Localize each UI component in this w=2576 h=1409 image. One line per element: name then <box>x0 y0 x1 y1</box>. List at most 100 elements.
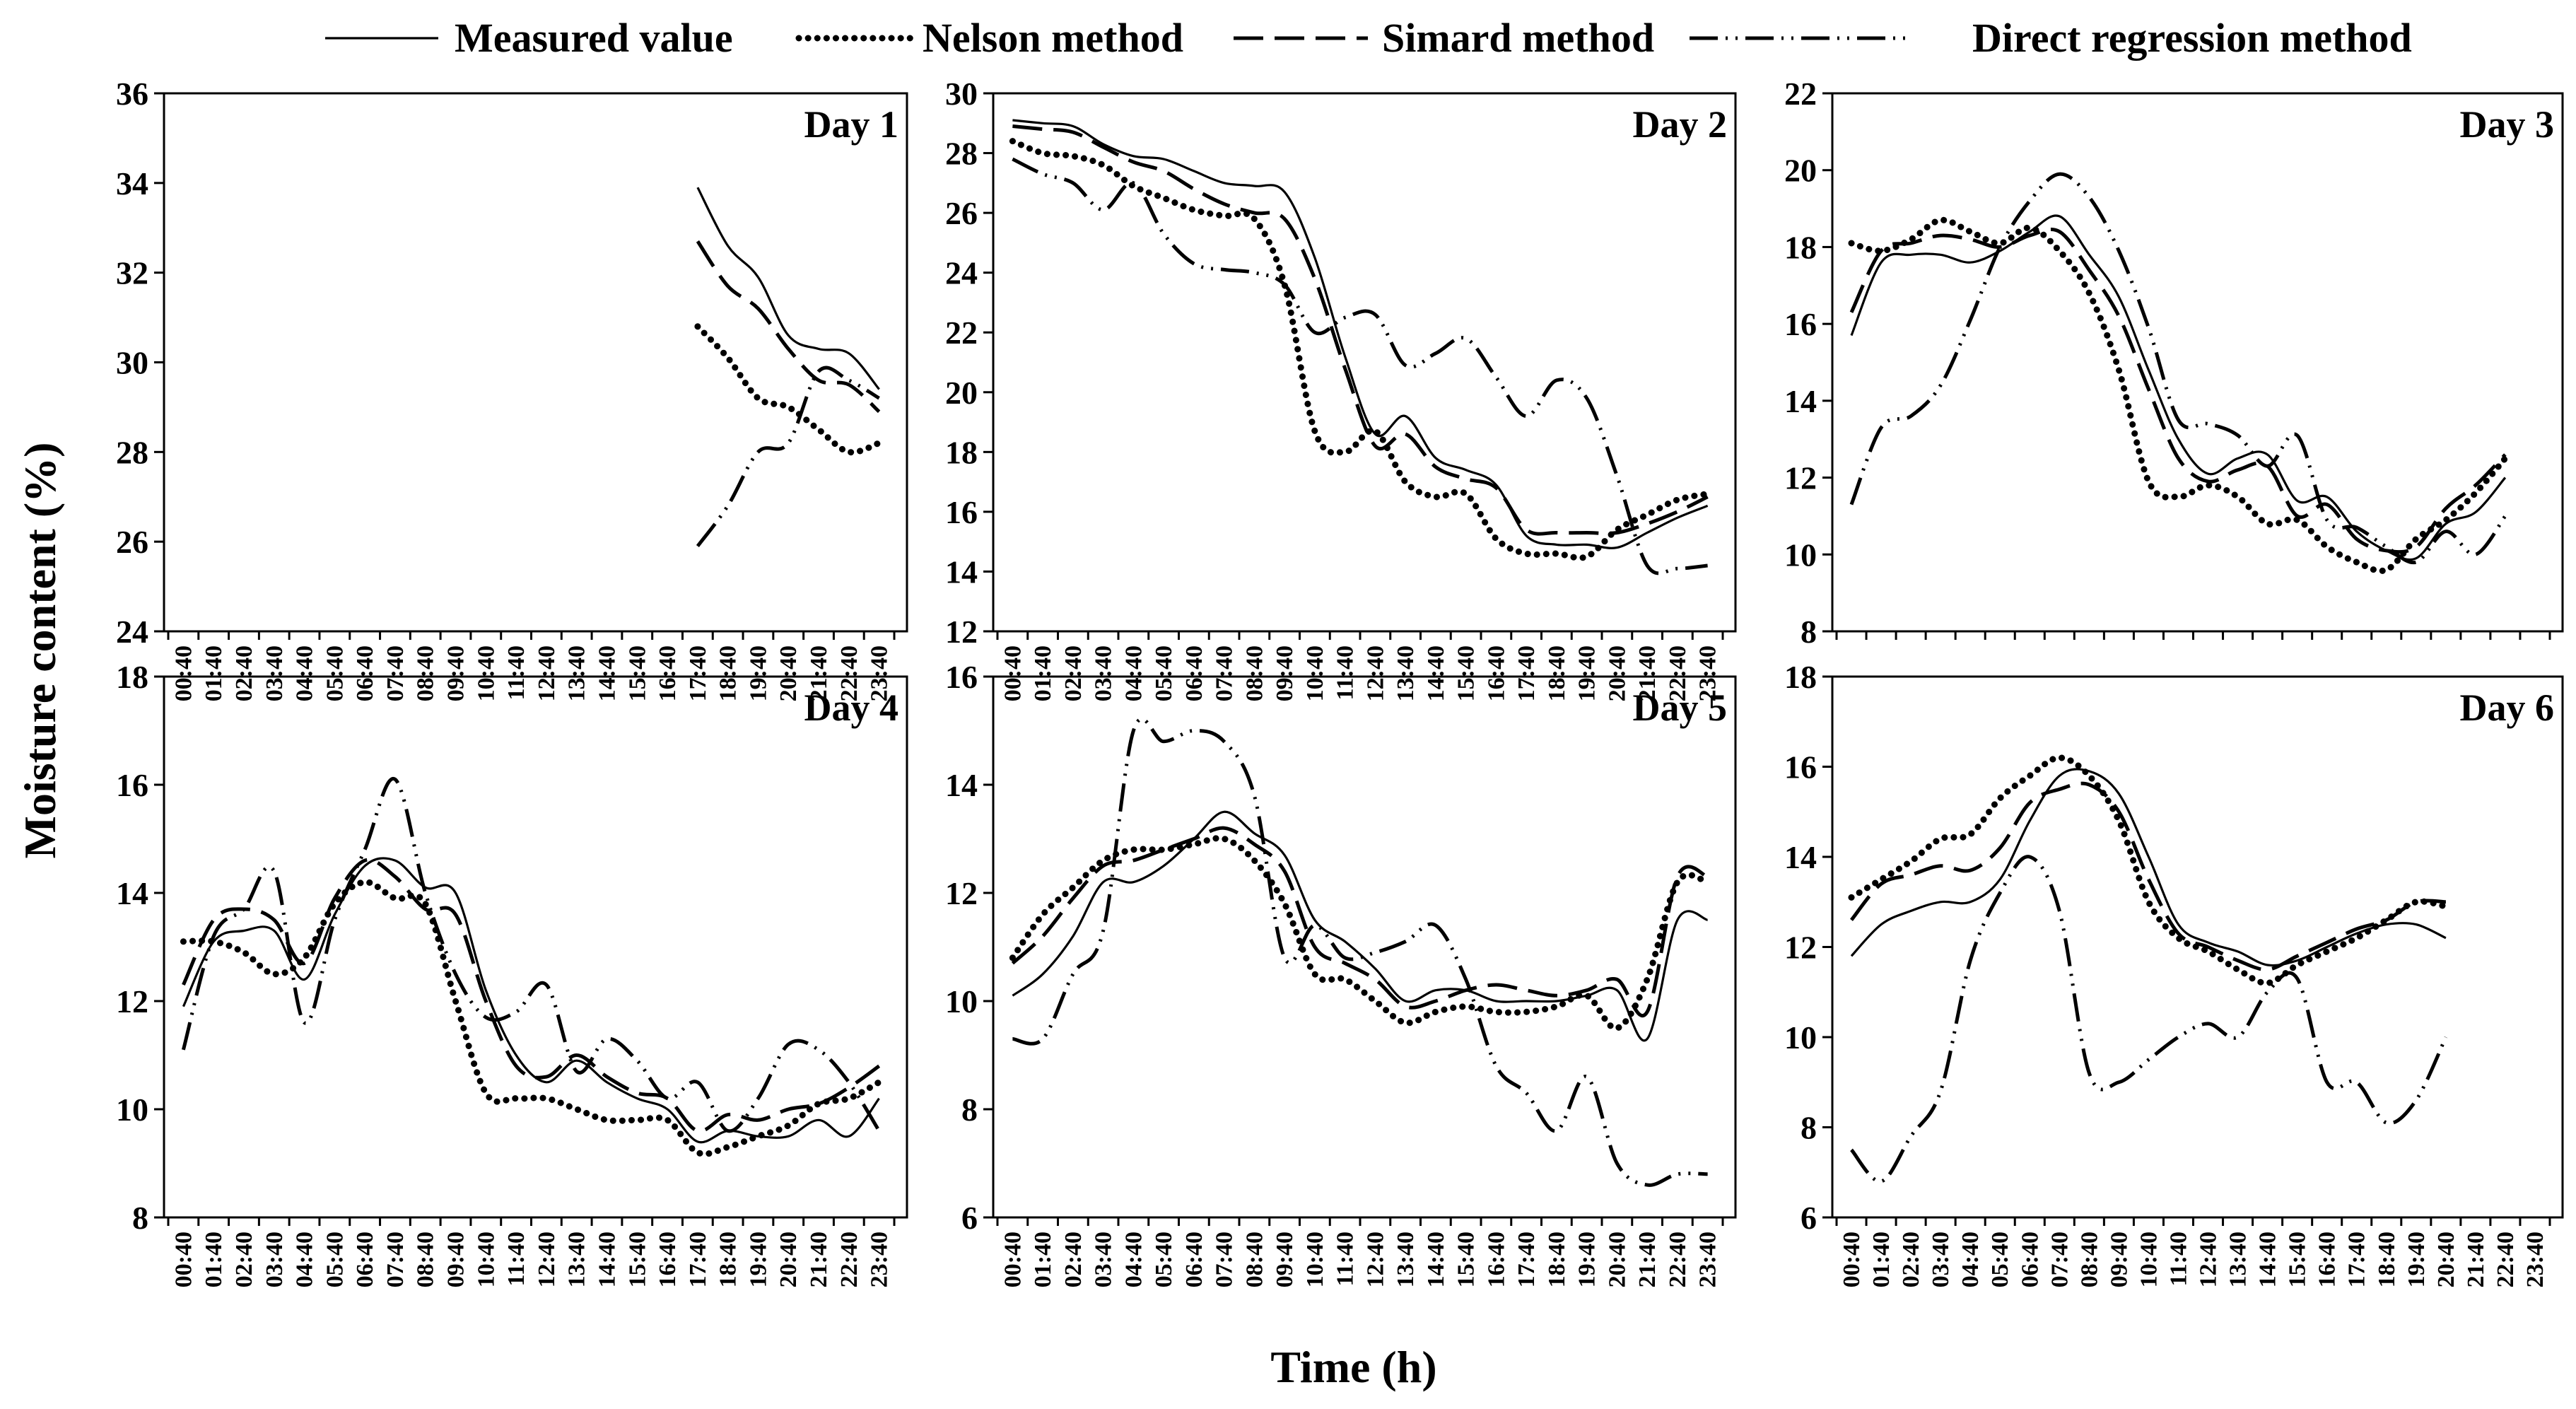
x-tick-label: 15:40 <box>624 1232 650 1287</box>
y-tick-label: 20 <box>945 375 978 411</box>
x-tick-label: 18:40 <box>1544 1232 1570 1287</box>
y-tick-label: 16 <box>116 767 148 803</box>
y-tick-label: 16 <box>1784 749 1817 785</box>
panel-day-6: 6 8 10 12 14 16 18 00:40 01:40 02:40 03:40 04:40 05:… <box>1784 659 2564 1287</box>
x-tick-label: 18:40 <box>715 1232 742 1287</box>
x-tick-label: 19:40 <box>1574 1232 1600 1287</box>
x-tick-label: 01:40 <box>1030 1232 1056 1287</box>
y-tick-label: 26 <box>116 524 148 560</box>
series-line-simard <box>1011 826 1709 1018</box>
series-line-nelson <box>180 879 883 1157</box>
x-tick-label: 20:40 <box>1604 1232 1630 1287</box>
y-tick-label: 10 <box>1784 1019 1817 1056</box>
series-line-measured <box>1850 768 2447 967</box>
x-tick-label: 01:40 <box>1030 645 1056 701</box>
x-tick-label: 01:40 <box>201 645 227 701</box>
y-tick-label: 8 <box>961 1092 978 1128</box>
x-tick-label: 22:40 <box>2493 1232 2519 1287</box>
x-tick-label: 17:40 <box>1514 645 1540 701</box>
x-tick-label: 08:40 <box>413 1232 439 1287</box>
series-line-nelson <box>1848 216 2509 574</box>
x-tick-label: 04:40 <box>292 1232 318 1287</box>
y-axis-label: Moisture content (%) <box>15 443 65 859</box>
x-tick-label: 00:40 <box>1839 1232 1865 1287</box>
legend-label: Measured value <box>455 15 733 61</box>
y-tick-label: 32 <box>116 255 148 291</box>
x-tick-label: 21:40 <box>806 645 832 701</box>
x-tick-label: 22:40 <box>1665 645 1691 701</box>
y-tick-label: 14 <box>116 875 148 911</box>
x-tick-label: 03:40 <box>262 645 288 701</box>
x-tick-label: 11:40 <box>1333 645 1359 700</box>
y-tick-label: 24 <box>945 255 978 291</box>
x-tick-label: 12:40 <box>534 1232 560 1287</box>
x-tick-label: 00:40 <box>1000 1232 1026 1287</box>
series-line-simard <box>696 240 881 414</box>
x-tick-label: 12:40 <box>534 645 560 701</box>
y-tick-label: 8 <box>132 1200 148 1236</box>
x-tick-label: 00:40 <box>1000 645 1026 701</box>
y-tick-label: 6 <box>1801 1200 1817 1236</box>
x-tick-label: 23:40 <box>867 645 893 701</box>
y-tick-label: 22 <box>1784 76 1817 112</box>
y-tick-label: 36 <box>116 76 148 112</box>
x-tick-label: 22:40 <box>836 645 862 701</box>
x-tick-label: 06:40 <box>1181 1232 1207 1287</box>
plot-frame <box>163 675 908 1219</box>
y-tick-label: 18 <box>1784 659 1817 695</box>
x-tick-label: 04:40 <box>1957 1232 1984 1287</box>
panel-day-2: 12 14 16 18 20 22 24 26 28 30 00:40 01:40 02:40 03:40… <box>945 76 1737 701</box>
x-tick-label: 19:40 <box>745 1232 771 1287</box>
series-line-direct <box>181 776 881 1133</box>
x-tick-label: 08:40 <box>1241 645 1267 701</box>
x-tick-label: 04:40 <box>292 645 318 701</box>
y-tick-label: 24 <box>116 614 148 650</box>
x-tick-label: 23:40 <box>1695 1232 1721 1287</box>
x-tick-label: 10:40 <box>473 1232 499 1287</box>
series-line-measured <box>1850 214 2507 561</box>
x-tick-label: 20:40 <box>1604 645 1630 701</box>
x-tick-label: 09:40 <box>2106 1232 2132 1287</box>
x-tick-label: 20:40 <box>775 1232 802 1287</box>
x-tick-label: 13:40 <box>1393 1232 1419 1287</box>
x-tick-label: 02:40 <box>231 645 257 701</box>
x-tick-label: 06:40 <box>2017 1232 2043 1287</box>
x-tick-label: 14:40 <box>595 1232 621 1287</box>
x-tick-label: 23:40 <box>867 1232 893 1287</box>
x-tick-label: 11:40 <box>503 645 529 700</box>
x-tick-label: 12:40 <box>1362 645 1388 701</box>
x-tick-label: 10:40 <box>1302 1232 1328 1287</box>
y-tick-label: 20 <box>1784 153 1817 189</box>
x-tick-label: 13:40 <box>1393 645 1419 701</box>
panel-title: Day 3 <box>2460 103 2555 146</box>
y-tick-label: 28 <box>945 136 978 172</box>
x-tick-label: 00:40 <box>170 1232 197 1287</box>
x-tick-label: 07:40 <box>1212 645 1238 701</box>
series-line-direct <box>1012 717 1708 1187</box>
x-tick-label: 23:40 <box>2522 1232 2548 1287</box>
legend-label: Nelson method <box>923 15 1183 61</box>
x-tick-label: 10:40 <box>2136 1232 2162 1287</box>
x-tick-label: 15:40 <box>1453 1232 1480 1287</box>
series-line-direct <box>1012 157 1708 575</box>
x-tick-label: 04:40 <box>1120 1232 1147 1287</box>
x-tick-label: 02:40 <box>231 1232 257 1287</box>
x-tick-label: 05:40 <box>322 1232 348 1287</box>
y-tick-label: 16 <box>945 494 978 530</box>
x-tick-label: 03:40 <box>1091 645 1117 701</box>
series-line-simard <box>182 858 881 1133</box>
plot-frame <box>163 92 908 633</box>
x-tick-label: 01:40 <box>1868 1232 1895 1287</box>
plot-frame <box>1831 92 2564 633</box>
x-tick-label: 02:40 <box>1060 645 1087 701</box>
x-tick-label: 15:40 <box>624 645 650 701</box>
y-tick-label: 30 <box>945 76 978 112</box>
panel-title: Day 4 <box>804 686 899 729</box>
y-tick-label: 18 <box>116 659 148 695</box>
x-tick-label: 03:40 <box>262 1232 288 1287</box>
y-tick-label: 18 <box>1784 229 1817 265</box>
x-tick-label: 17:40 <box>685 645 711 701</box>
x-tick-label: 03:40 <box>1091 1232 1117 1287</box>
x-tick-label: 20:40 <box>2433 1232 2459 1287</box>
x-tick-label: 08:40 <box>1241 1232 1267 1287</box>
